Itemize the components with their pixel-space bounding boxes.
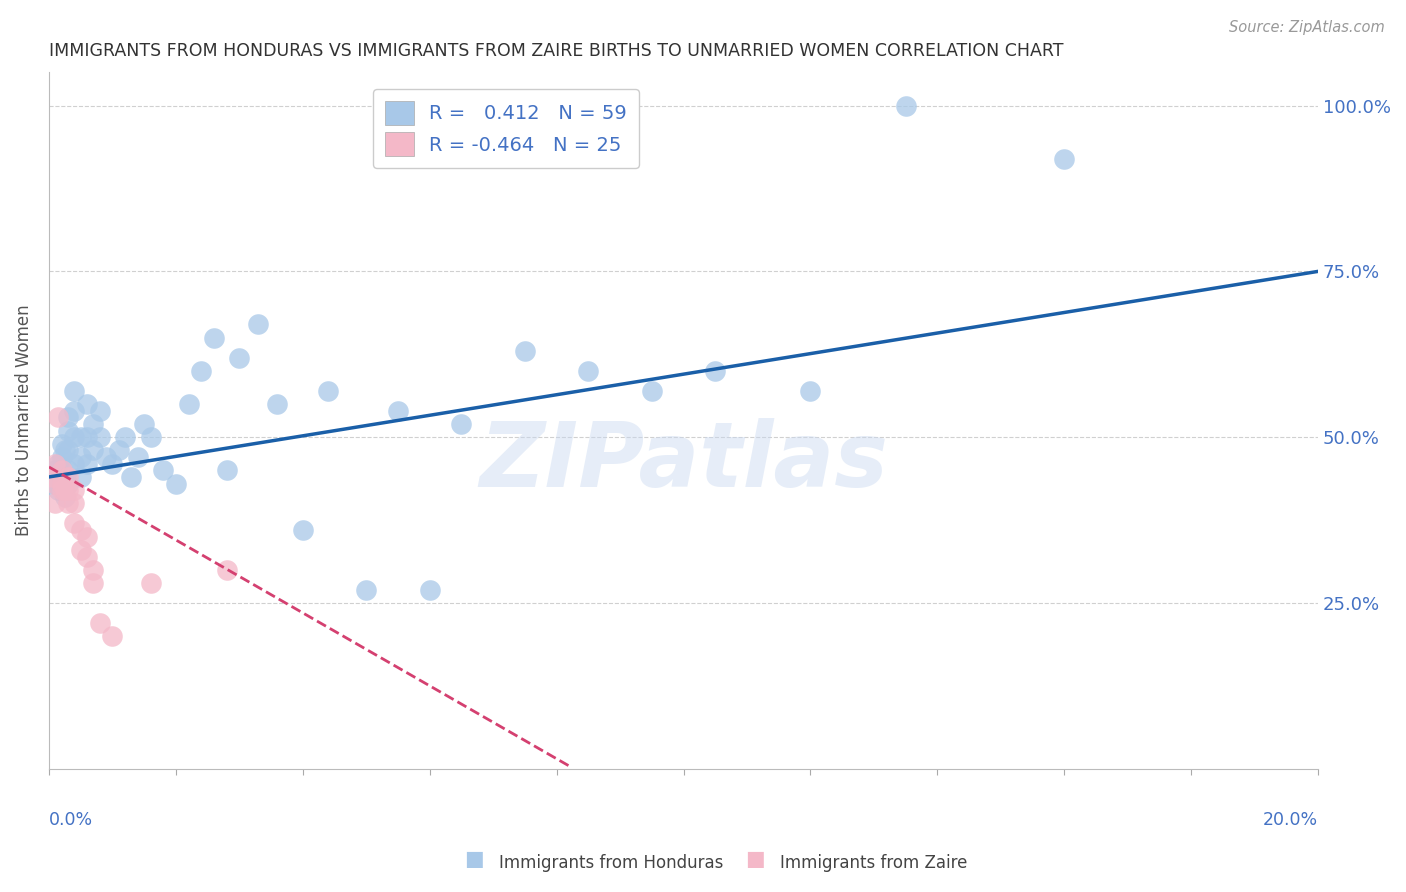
- Point: [1053, 152, 1076, 166]
- Text: Immigrants from Zaire: Immigrants from Zaire: [780, 855, 967, 872]
- Point: [69, 542, 91, 557]
- Text: Immigrants from Honduras: Immigrants from Honduras: [499, 855, 724, 872]
- Point: [107, 443, 129, 458]
- Point: [69, 430, 91, 444]
- Point: [44, 457, 66, 471]
- Point: [799, 384, 821, 398]
- Point: [450, 417, 472, 431]
- Text: ■: ■: [464, 849, 484, 869]
- Point: [89, 615, 111, 630]
- Point: [177, 397, 200, 411]
- Point: [44, 496, 66, 510]
- Point: [51, 483, 73, 498]
- Point: [63, 430, 86, 444]
- Point: [576, 364, 599, 378]
- Point: [41, 470, 63, 484]
- Point: [291, 523, 314, 537]
- Point: [101, 629, 124, 643]
- Point: [76, 430, 98, 444]
- Point: [82, 576, 104, 591]
- Point: [190, 364, 212, 378]
- Point: [228, 351, 250, 365]
- Point: [513, 343, 536, 358]
- Point: [69, 450, 91, 464]
- Point: [82, 563, 104, 577]
- Point: [114, 430, 136, 444]
- Point: [121, 470, 143, 484]
- Point: [641, 384, 664, 398]
- Legend: R =   0.412   N = 59, R = -0.464   N = 25: R = 0.412 N = 59, R = -0.464 N = 25: [373, 89, 638, 168]
- Point: [419, 582, 441, 597]
- Point: [76, 457, 98, 471]
- Point: [266, 397, 288, 411]
- Point: [56, 476, 79, 491]
- Point: [48, 410, 70, 425]
- Point: [63, 516, 86, 531]
- Point: [69, 523, 91, 537]
- Text: Source: ZipAtlas.com: Source: ZipAtlas.com: [1229, 20, 1385, 35]
- Point: [56, 410, 79, 425]
- Point: [894, 98, 917, 112]
- Text: ZIPatlas: ZIPatlas: [479, 418, 889, 507]
- Point: [63, 384, 86, 398]
- Point: [48, 457, 70, 471]
- Text: 20.0%: 20.0%: [1263, 811, 1319, 829]
- Point: [82, 417, 104, 431]
- Point: [41, 470, 63, 484]
- Point: [51, 437, 73, 451]
- Point: [63, 496, 86, 510]
- Point: [63, 483, 86, 498]
- Point: [56, 463, 79, 477]
- Point: [127, 450, 149, 464]
- Point: [44, 476, 66, 491]
- Point: [53, 490, 76, 504]
- Point: [704, 364, 727, 378]
- Point: [51, 463, 73, 477]
- Point: [165, 476, 187, 491]
- Point: [134, 417, 156, 431]
- Point: [53, 483, 76, 498]
- Point: [56, 443, 79, 458]
- Point: [44, 476, 66, 491]
- Point: [76, 530, 98, 544]
- Point: [48, 483, 70, 498]
- Point: [56, 470, 79, 484]
- Point: [356, 582, 378, 597]
- Point: [89, 403, 111, 417]
- Text: ■: ■: [745, 849, 765, 869]
- Point: [215, 563, 238, 577]
- Point: [215, 463, 238, 477]
- Point: [63, 457, 86, 471]
- Point: [387, 403, 409, 417]
- Point: [53, 443, 76, 458]
- Point: [51, 450, 73, 464]
- Point: [89, 430, 111, 444]
- Point: [76, 549, 98, 564]
- Point: [51, 476, 73, 491]
- Point: [316, 384, 339, 398]
- Y-axis label: Births to Unmarried Women: Births to Unmarried Women: [15, 305, 32, 536]
- Point: [56, 483, 79, 498]
- Point: [152, 463, 174, 477]
- Point: [63, 403, 86, 417]
- Point: [76, 397, 98, 411]
- Point: [82, 443, 104, 458]
- Point: [69, 470, 91, 484]
- Text: 0.0%: 0.0%: [49, 811, 93, 829]
- Text: IMMIGRANTS FROM HONDURAS VS IMMIGRANTS FROM ZAIRE BIRTHS TO UNMARRIED WOMEN CORR: IMMIGRANTS FROM HONDURAS VS IMMIGRANTS F…: [49, 42, 1063, 60]
- Point: [94, 450, 117, 464]
- Point: [44, 463, 66, 477]
- Point: [202, 331, 225, 345]
- Point: [56, 496, 79, 510]
- Point: [51, 470, 73, 484]
- Point: [139, 430, 162, 444]
- Point: [101, 457, 124, 471]
- Point: [247, 318, 270, 332]
- Point: [139, 576, 162, 591]
- Point: [56, 424, 79, 438]
